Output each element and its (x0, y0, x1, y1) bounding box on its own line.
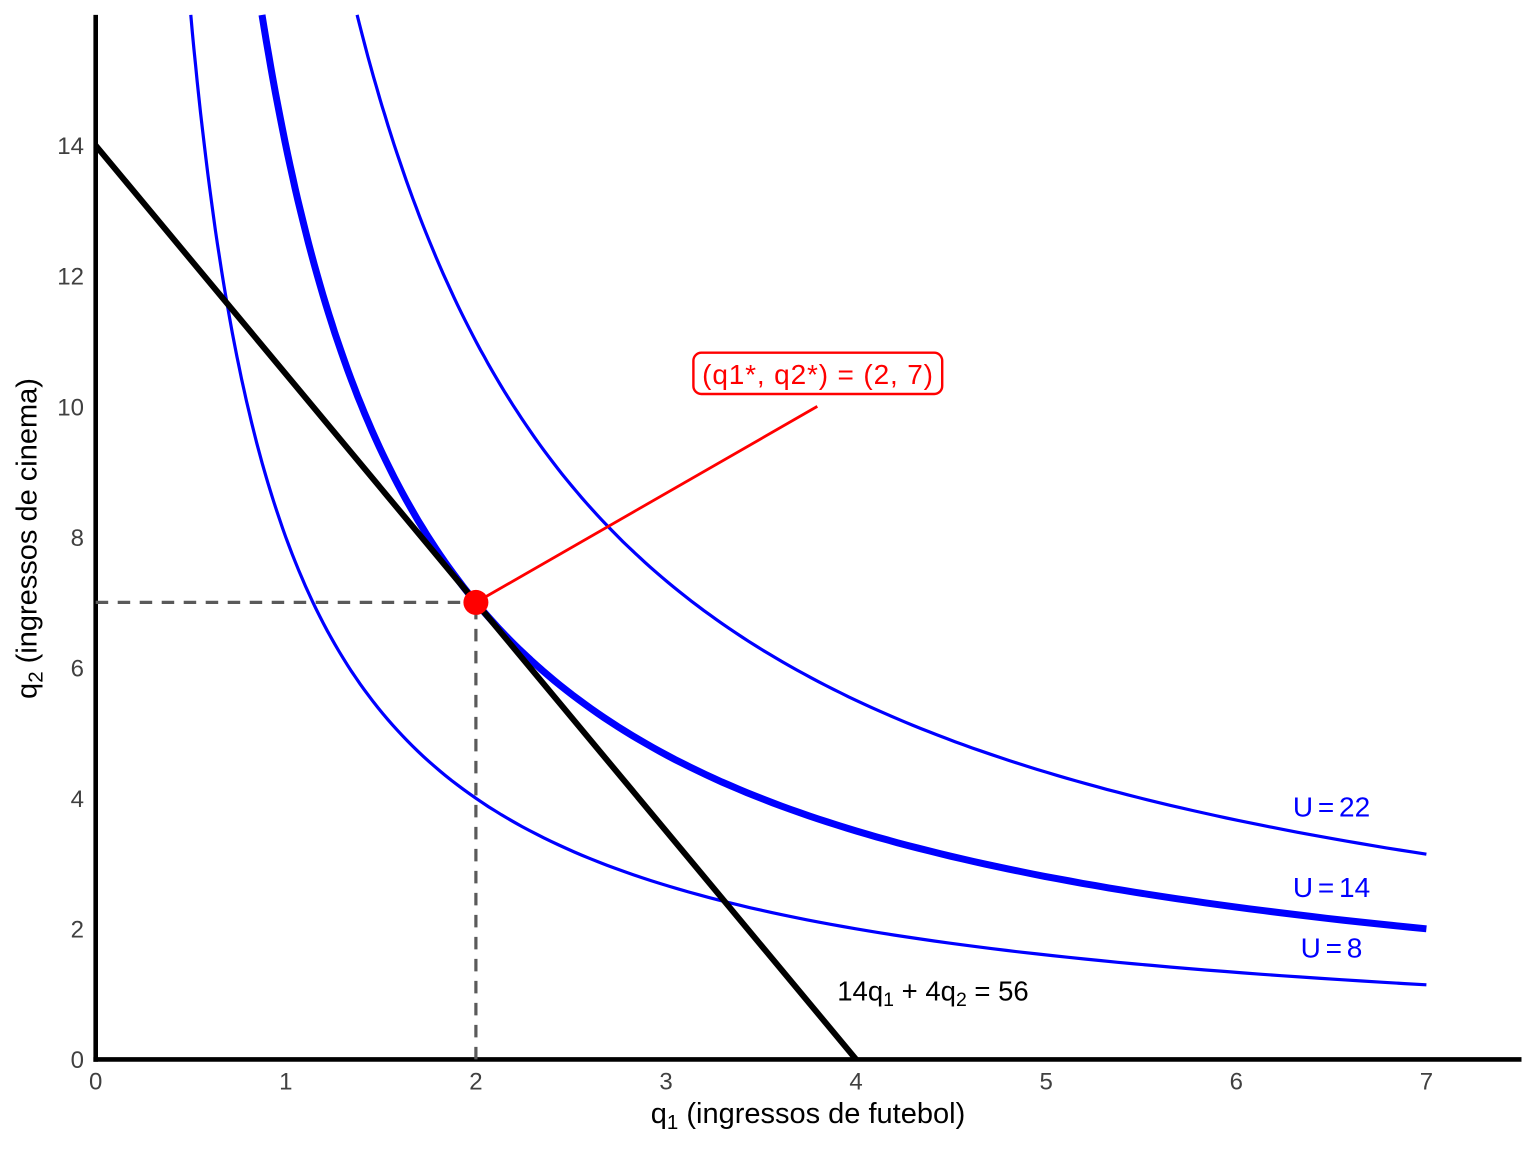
svg-text:12: 12 (57, 264, 84, 291)
svg-text:U = 8: U = 8 (1301, 932, 1363, 963)
svg-text:q2 (ingressos de cinema): q2 (ingressos de cinema) (12, 378, 48, 699)
svg-text:U = 22: U = 22 (1293, 792, 1370, 823)
svg-text:8: 8 (71, 525, 84, 552)
svg-text:(q1*, q2*) = (2, 7): (q1*, q2*) = (2, 7) (702, 359, 934, 390)
svg-text:4: 4 (849, 1069, 862, 1096)
svg-text:7: 7 (1420, 1069, 1433, 1096)
svg-text:14: 14 (57, 133, 84, 160)
svg-text:1: 1 (279, 1069, 292, 1096)
svg-text:3: 3 (659, 1069, 672, 1096)
svg-text:2: 2 (469, 1069, 482, 1096)
svg-text:14q1 + 4q2 = 56: 14q1 + 4q2 = 56 (837, 976, 1028, 1012)
svg-text:6: 6 (1230, 1069, 1243, 1096)
svg-text:4: 4 (71, 786, 84, 813)
svg-text:10: 10 (57, 394, 84, 421)
svg-text:U = 14: U = 14 (1293, 872, 1370, 903)
svg-text:0: 0 (89, 1069, 102, 1096)
svg-text:0: 0 (71, 1047, 84, 1074)
svg-text:6: 6 (71, 655, 84, 682)
svg-text:q1 (ingressos de futebol): q1 (ingressos de futebol) (651, 1098, 965, 1134)
svg-text:5: 5 (1040, 1069, 1053, 1096)
svg-text:2: 2 (71, 917, 84, 944)
